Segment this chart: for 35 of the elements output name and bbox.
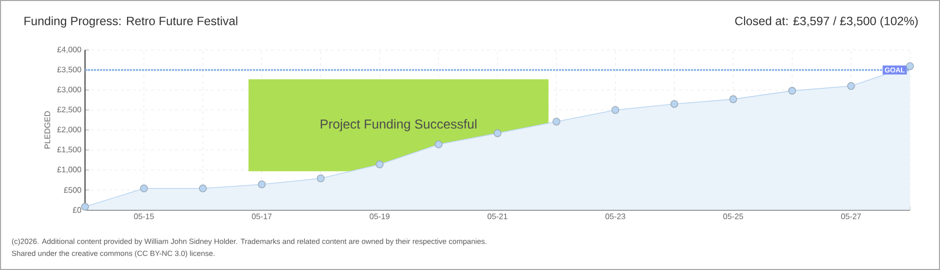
y-tick-label: £2,500 [57, 106, 82, 114]
chart-title: Funding Progress: Retro Future Festival [24, 16, 238, 28]
point [434, 140, 442, 148]
point [552, 118, 560, 126]
point [670, 100, 678, 108]
y-tick-label: £0 [72, 207, 82, 213]
point [316, 174, 325, 182]
chart-subtitle: Closed at: £3,597 / £3,500 (102%) [735, 16, 918, 28]
point [611, 106, 620, 114]
x-tick-label: 05-15 [134, 214, 154, 220]
y-tick-label: £3,500 [57, 66, 82, 74]
x-tick-label: 05-25 [723, 214, 744, 220]
y-tick-label: £3,000 [57, 86, 82, 94]
x-tick-label: 05-27 [841, 214, 861, 220]
x-tick-label: 05-23 [605, 214, 626, 220]
point [788, 86, 796, 95]
point [140, 184, 148, 192]
x-tick-label: 05-21 [488, 214, 508, 220]
y-axis-title: PLEDGED [44, 111, 50, 148]
point [198, 184, 207, 192]
y-tick-label: £500 [64, 187, 82, 193]
y-tick-label: £1,500 [57, 146, 82, 154]
point [81, 202, 89, 211]
point [847, 82, 855, 90]
x-tick-label: 05-17 [252, 214, 272, 220]
point [494, 129, 502, 138]
y-tick-label: £4,000 [57, 46, 82, 54]
point [376, 160, 384, 168]
x-tick-label: 05-19 [370, 214, 390, 220]
point [906, 62, 914, 70]
point [258, 180, 266, 188]
y-tick-label: £1,000 [57, 166, 82, 174]
point [729, 95, 738, 104]
annotation: Project Funding Successful [320, 119, 476, 132]
y-tick-label: £2,000 [57, 126, 82, 134]
